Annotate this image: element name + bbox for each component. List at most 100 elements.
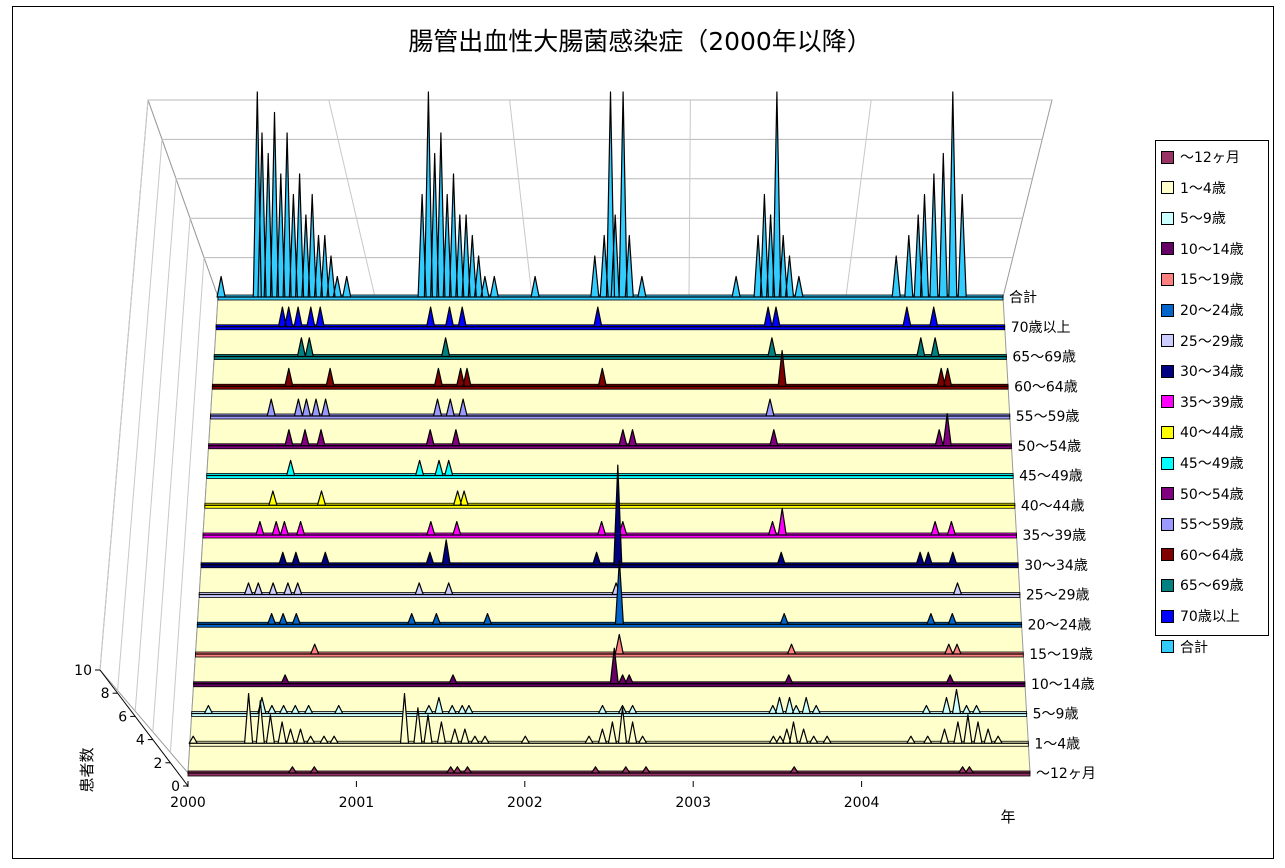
- x-tick-label: 2004: [844, 795, 880, 811]
- series-area: [194, 633, 1024, 655]
- series-9: 40～44歳: [204, 490, 1085, 514]
- z-tick-label: 2: [153, 756, 162, 772]
- legend: ～12ヶ月 1～4歳 5～9歳 10～14歳 15～19歳 20～24歳 25～29歳 30～…: [1155, 140, 1269, 656]
- x-tick-label: 2002: [507, 795, 543, 811]
- legend-label: 15～19歳: [1180, 272, 1244, 289]
- legend-item: 20～24歳: [1161, 299, 1244, 321]
- legend-label: 60～64歳: [1180, 547, 1244, 564]
- z-tick-label: 0: [171, 779, 180, 795]
- series-3: 10～14歳: [193, 647, 1095, 693]
- z-tick-label: 4: [136, 733, 145, 749]
- series-area: [188, 693, 1029, 744]
- series-area: [198, 582, 1021, 596]
- depth-tick-label: 65～69歳: [1012, 350, 1076, 366]
- series-area: [211, 350, 1009, 387]
- legend-item: 15～19歳: [1161, 268, 1244, 290]
- legend-swatch: [1161, 364, 1174, 378]
- legend-item: 35～39歳: [1161, 391, 1244, 413]
- legend-label: 10～14歳: [1180, 241, 1244, 258]
- series-area: [206, 459, 1014, 477]
- legend-swatch: [1161, 303, 1174, 317]
- legend-item: 70歳以上: [1161, 605, 1240, 627]
- legend-swatch: [1161, 272, 1174, 286]
- legend-swatch: [1161, 395, 1174, 409]
- legend-label: 55～59歳: [1180, 517, 1244, 534]
- series-0: ～12ヶ月: [187, 766, 1096, 782]
- series-area: [187, 766, 1031, 774]
- depth-tick-label: 10～14歳: [1031, 677, 1095, 693]
- depth-tick-label: 15～19歳: [1029, 647, 1093, 663]
- legend-swatch: [1161, 150, 1174, 164]
- x-tick-label: 2003: [675, 795, 711, 811]
- depth-tick-label: 50～54歳: [1017, 439, 1081, 455]
- legend-label: 20～24歳: [1180, 303, 1244, 319]
- series-area: [215, 306, 1006, 328]
- legend-item: 55～59歳: [1161, 513, 1244, 535]
- legend-item: 50～54歳: [1161, 483, 1244, 505]
- series-area: [213, 337, 1007, 358]
- series-12: 55～59歳: [209, 398, 1079, 425]
- left-wall-gridline: [169, 257, 205, 753]
- series-11: 50～54歳: [208, 413, 1081, 455]
- series-10: 45～49歳: [206, 459, 1083, 485]
- legend-swatch: [1161, 425, 1174, 439]
- series-area: [191, 688, 1028, 715]
- legend-label: 70歳以上: [1180, 609, 1240, 625]
- depth-tick-label: 1～4歳: [1034, 736, 1080, 752]
- back-wall-year-gridline: [845, 99, 872, 298]
- legend-item: ～12ヶ月: [1161, 146, 1240, 168]
- x-axis-label: 年: [1000, 808, 1015, 826]
- z-axis-line: [99, 669, 189, 787]
- z-tick-label: 8: [101, 686, 110, 702]
- series-7: 30～34歳: [200, 464, 1088, 574]
- legend-item: 60～64歳: [1161, 544, 1244, 566]
- legend-item: 30～34歳: [1161, 360, 1244, 382]
- depth-tick-label: 70歳以上: [1011, 320, 1071, 336]
- legend-label: 25～29歳: [1180, 333, 1244, 350]
- back-wall-year-gridline: [328, 99, 376, 298]
- legend-item: 5～9歳: [1161, 207, 1226, 229]
- depth-tick-label: 45～49歳: [1019, 469, 1083, 485]
- series-area: [196, 559, 1023, 625]
- legend-item: 合計: [1161, 636, 1208, 658]
- series-area: [202, 507, 1018, 536]
- series-15: 70歳以上: [215, 306, 1071, 336]
- legend-swatch: [1161, 640, 1174, 654]
- legend-item: 25～29歳: [1161, 330, 1244, 352]
- legend-label: 合計: [1180, 639, 1208, 656]
- legend-swatch: [1161, 242, 1174, 256]
- legend-label: 5～9歳: [1180, 211, 1226, 228]
- legend-label: 40～44歳: [1180, 425, 1244, 442]
- series-4: 15～19歳: [194, 633, 1093, 663]
- legend-swatch: [1161, 578, 1174, 592]
- depth-tick-label: ～12ヶ月: [1036, 766, 1096, 782]
- depth-tick-label: 5～9歳: [1033, 707, 1079, 723]
- depth-tick-label: 35～39歳: [1023, 528, 1087, 544]
- depth-tick-label: 25～29歳: [1026, 588, 1090, 604]
- legend-swatch: [1161, 456, 1174, 470]
- left-wall-gridline: [134, 178, 177, 712]
- z-tick-label: 10: [74, 663, 92, 679]
- chart-title: 腸管出血性大腸菌感染症（2000年以降）: [408, 27, 872, 56]
- depth-tick-label: 40～44歳: [1021, 498, 1085, 514]
- legend-label: 1～4歳: [1180, 180, 1226, 197]
- left-wall-gridline: [152, 218, 191, 732]
- legend-swatch: [1161, 487, 1174, 501]
- series-6: 25～29歳: [198, 582, 1090, 604]
- gridlines: [99, 99, 1053, 775]
- x-tick-label: 2000: [170, 795, 206, 811]
- legend-item: 1～4歳: [1161, 177, 1226, 199]
- left-wall-gridline: [99, 99, 149, 671]
- legend-swatch: [1161, 609, 1174, 623]
- series-1: 1～4歳: [188, 693, 1080, 752]
- legend-swatch: [1161, 517, 1174, 531]
- series-area: [209, 398, 1011, 417]
- series-2: 5～9歳: [191, 688, 1079, 723]
- depth-tick-label: 合計: [1009, 290, 1037, 306]
- z-axis-label: 患者数: [78, 747, 96, 792]
- legend-swatch: [1161, 334, 1174, 348]
- series-14: 65～69歳: [213, 337, 1076, 366]
- x-tick-label: 2001: [339, 795, 375, 811]
